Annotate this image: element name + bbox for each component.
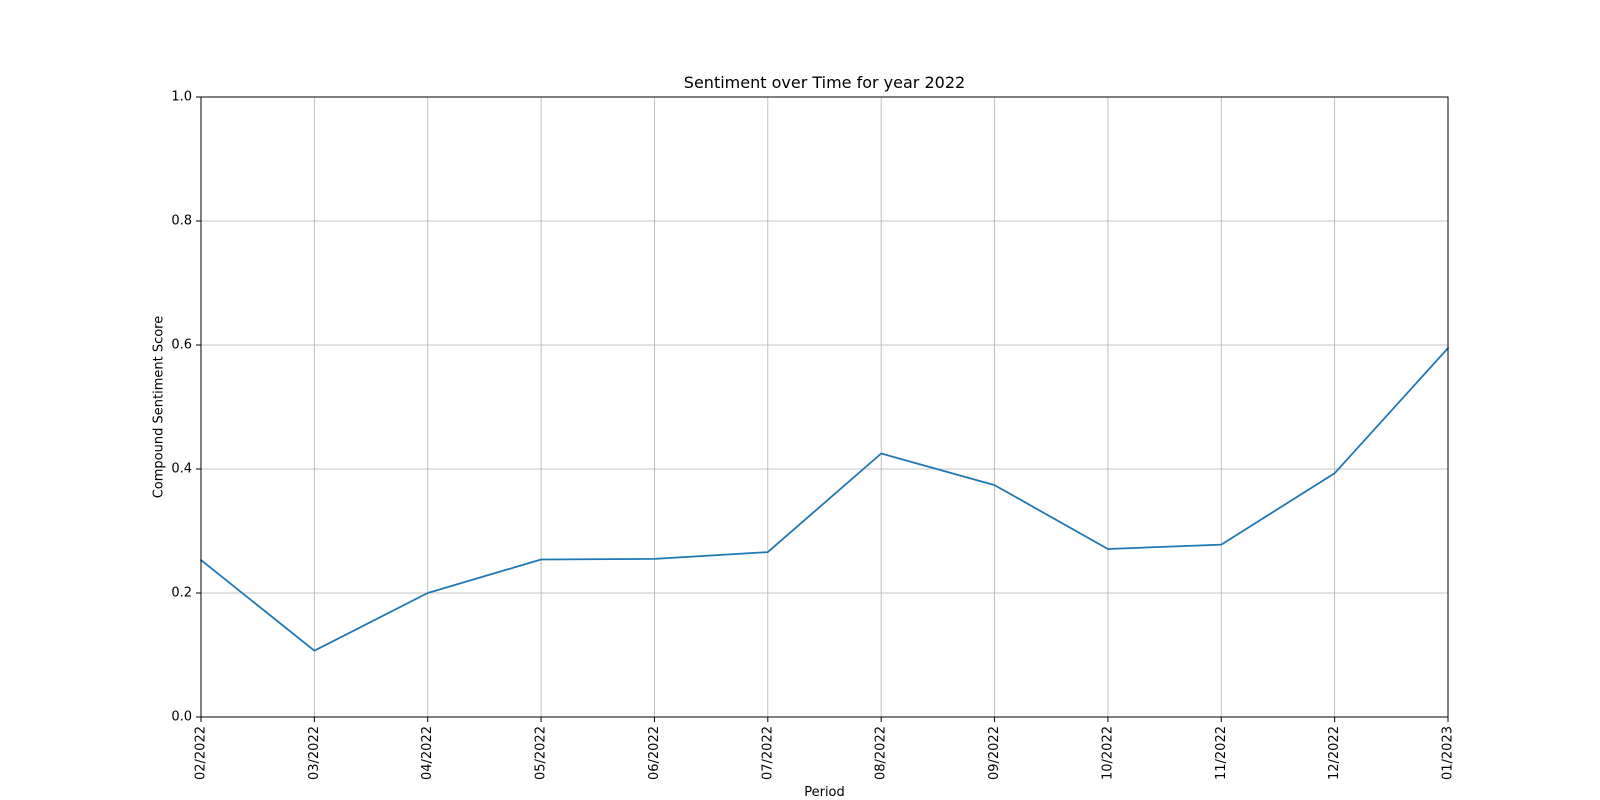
x-tick-label: 01/2023 [1441, 726, 1456, 780]
x-tick-label: 09/2022 [987, 726, 1002, 780]
y-tick-label: 0.8 [171, 214, 192, 229]
x-axis-title: Period [804, 785, 845, 800]
y-tick-label: 0.4 [171, 462, 192, 477]
x-tick-label: 10/2022 [1100, 726, 1115, 780]
x-tick-label: 05/2022 [534, 726, 549, 780]
x-tick-label: 07/2022 [760, 726, 775, 780]
x-tick-label: 03/2022 [307, 726, 322, 780]
tick-layer: 02/2022 03/2022 04/2022 05/2022 06/2022 07/20… [171, 90, 1455, 781]
y-tick-label: 1.0 [171, 90, 192, 105]
y-axis-title: Compound Sentiment Score [152, 316, 167, 499]
x-tick-label: 06/2022 [647, 726, 662, 780]
x-tick-label: 11/2022 [1214, 726, 1229, 780]
y-tick-label: 0.2 [171, 586, 192, 601]
x-tick-label: 02/2022 [194, 726, 209, 780]
y-tick-label: 0.6 [171, 338, 192, 353]
x-tick-label: 04/2022 [420, 726, 435, 780]
chart-title: Sentiment over Time for year 2022 [684, 73, 965, 92]
grid-layer [200, 96, 1449, 718]
x-tick-label: 12/2022 [1327, 726, 1342, 780]
y-tick-label: 0.0 [171, 710, 192, 725]
series-layer [200, 347, 1449, 652]
plot-frame [200, 96, 1449, 718]
x-tick-label: 08/2022 [874, 726, 889, 780]
series-line [200, 347, 1449, 652]
